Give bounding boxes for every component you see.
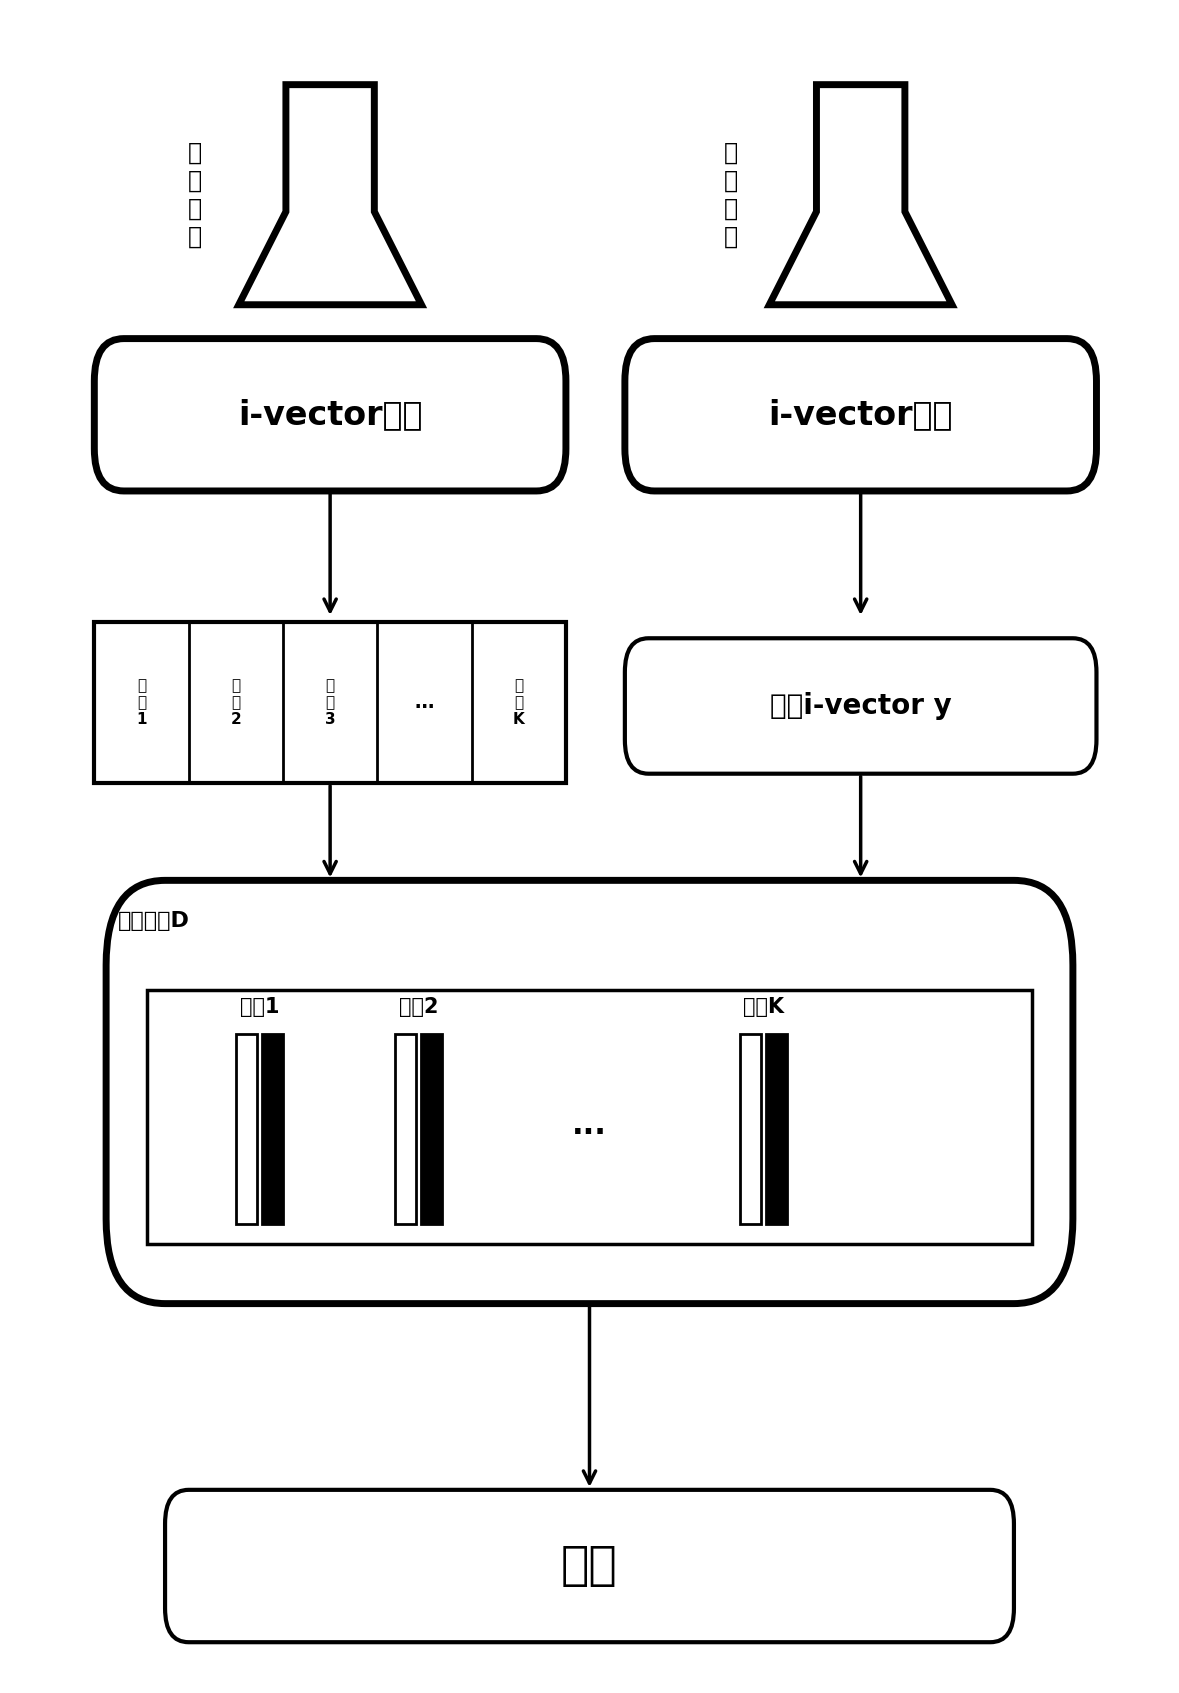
Bar bbox=[421, 1033, 442, 1224]
Text: 测
试
语
音: 测 试 语 音 bbox=[724, 141, 738, 249]
FancyBboxPatch shape bbox=[94, 339, 566, 491]
Text: ...: ... bbox=[572, 1111, 607, 1141]
Bar bbox=[395, 1033, 416, 1224]
Text: i-vector提取: i-vector提取 bbox=[769, 398, 953, 432]
Bar bbox=[236, 1033, 257, 1224]
Text: …: … bbox=[415, 692, 434, 713]
Text: i-vector提取: i-vector提取 bbox=[238, 398, 422, 432]
Bar bbox=[766, 1033, 788, 1224]
Bar bbox=[147, 990, 1032, 1244]
Bar bbox=[739, 1033, 760, 1224]
Text: 话
者
1: 话 者 1 bbox=[137, 677, 146, 728]
Text: 话者K: 话者K bbox=[743, 997, 784, 1016]
Text: 话
者
K: 话 者 K bbox=[513, 677, 525, 728]
Text: 话
者
2: 话 者 2 bbox=[230, 677, 242, 728]
Polygon shape bbox=[769, 85, 951, 305]
Text: 话者1: 话者1 bbox=[239, 997, 279, 1016]
FancyBboxPatch shape bbox=[625, 638, 1096, 774]
Text: 话者2: 话者2 bbox=[399, 997, 439, 1016]
FancyBboxPatch shape bbox=[625, 339, 1096, 491]
FancyBboxPatch shape bbox=[106, 880, 1073, 1304]
Text: 打分: 打分 bbox=[561, 1544, 618, 1588]
Text: 话
者
3: 话 者 3 bbox=[324, 677, 336, 728]
FancyBboxPatch shape bbox=[165, 1490, 1014, 1642]
Text: 学习字典D: 学习字典D bbox=[118, 911, 190, 931]
Text: 训
练
语
音: 训 练 语 音 bbox=[187, 141, 202, 249]
Text: 测试i-vector y: 测试i-vector y bbox=[770, 692, 951, 720]
Bar bbox=[94, 623, 566, 782]
Polygon shape bbox=[238, 85, 421, 305]
Bar bbox=[262, 1033, 283, 1224]
